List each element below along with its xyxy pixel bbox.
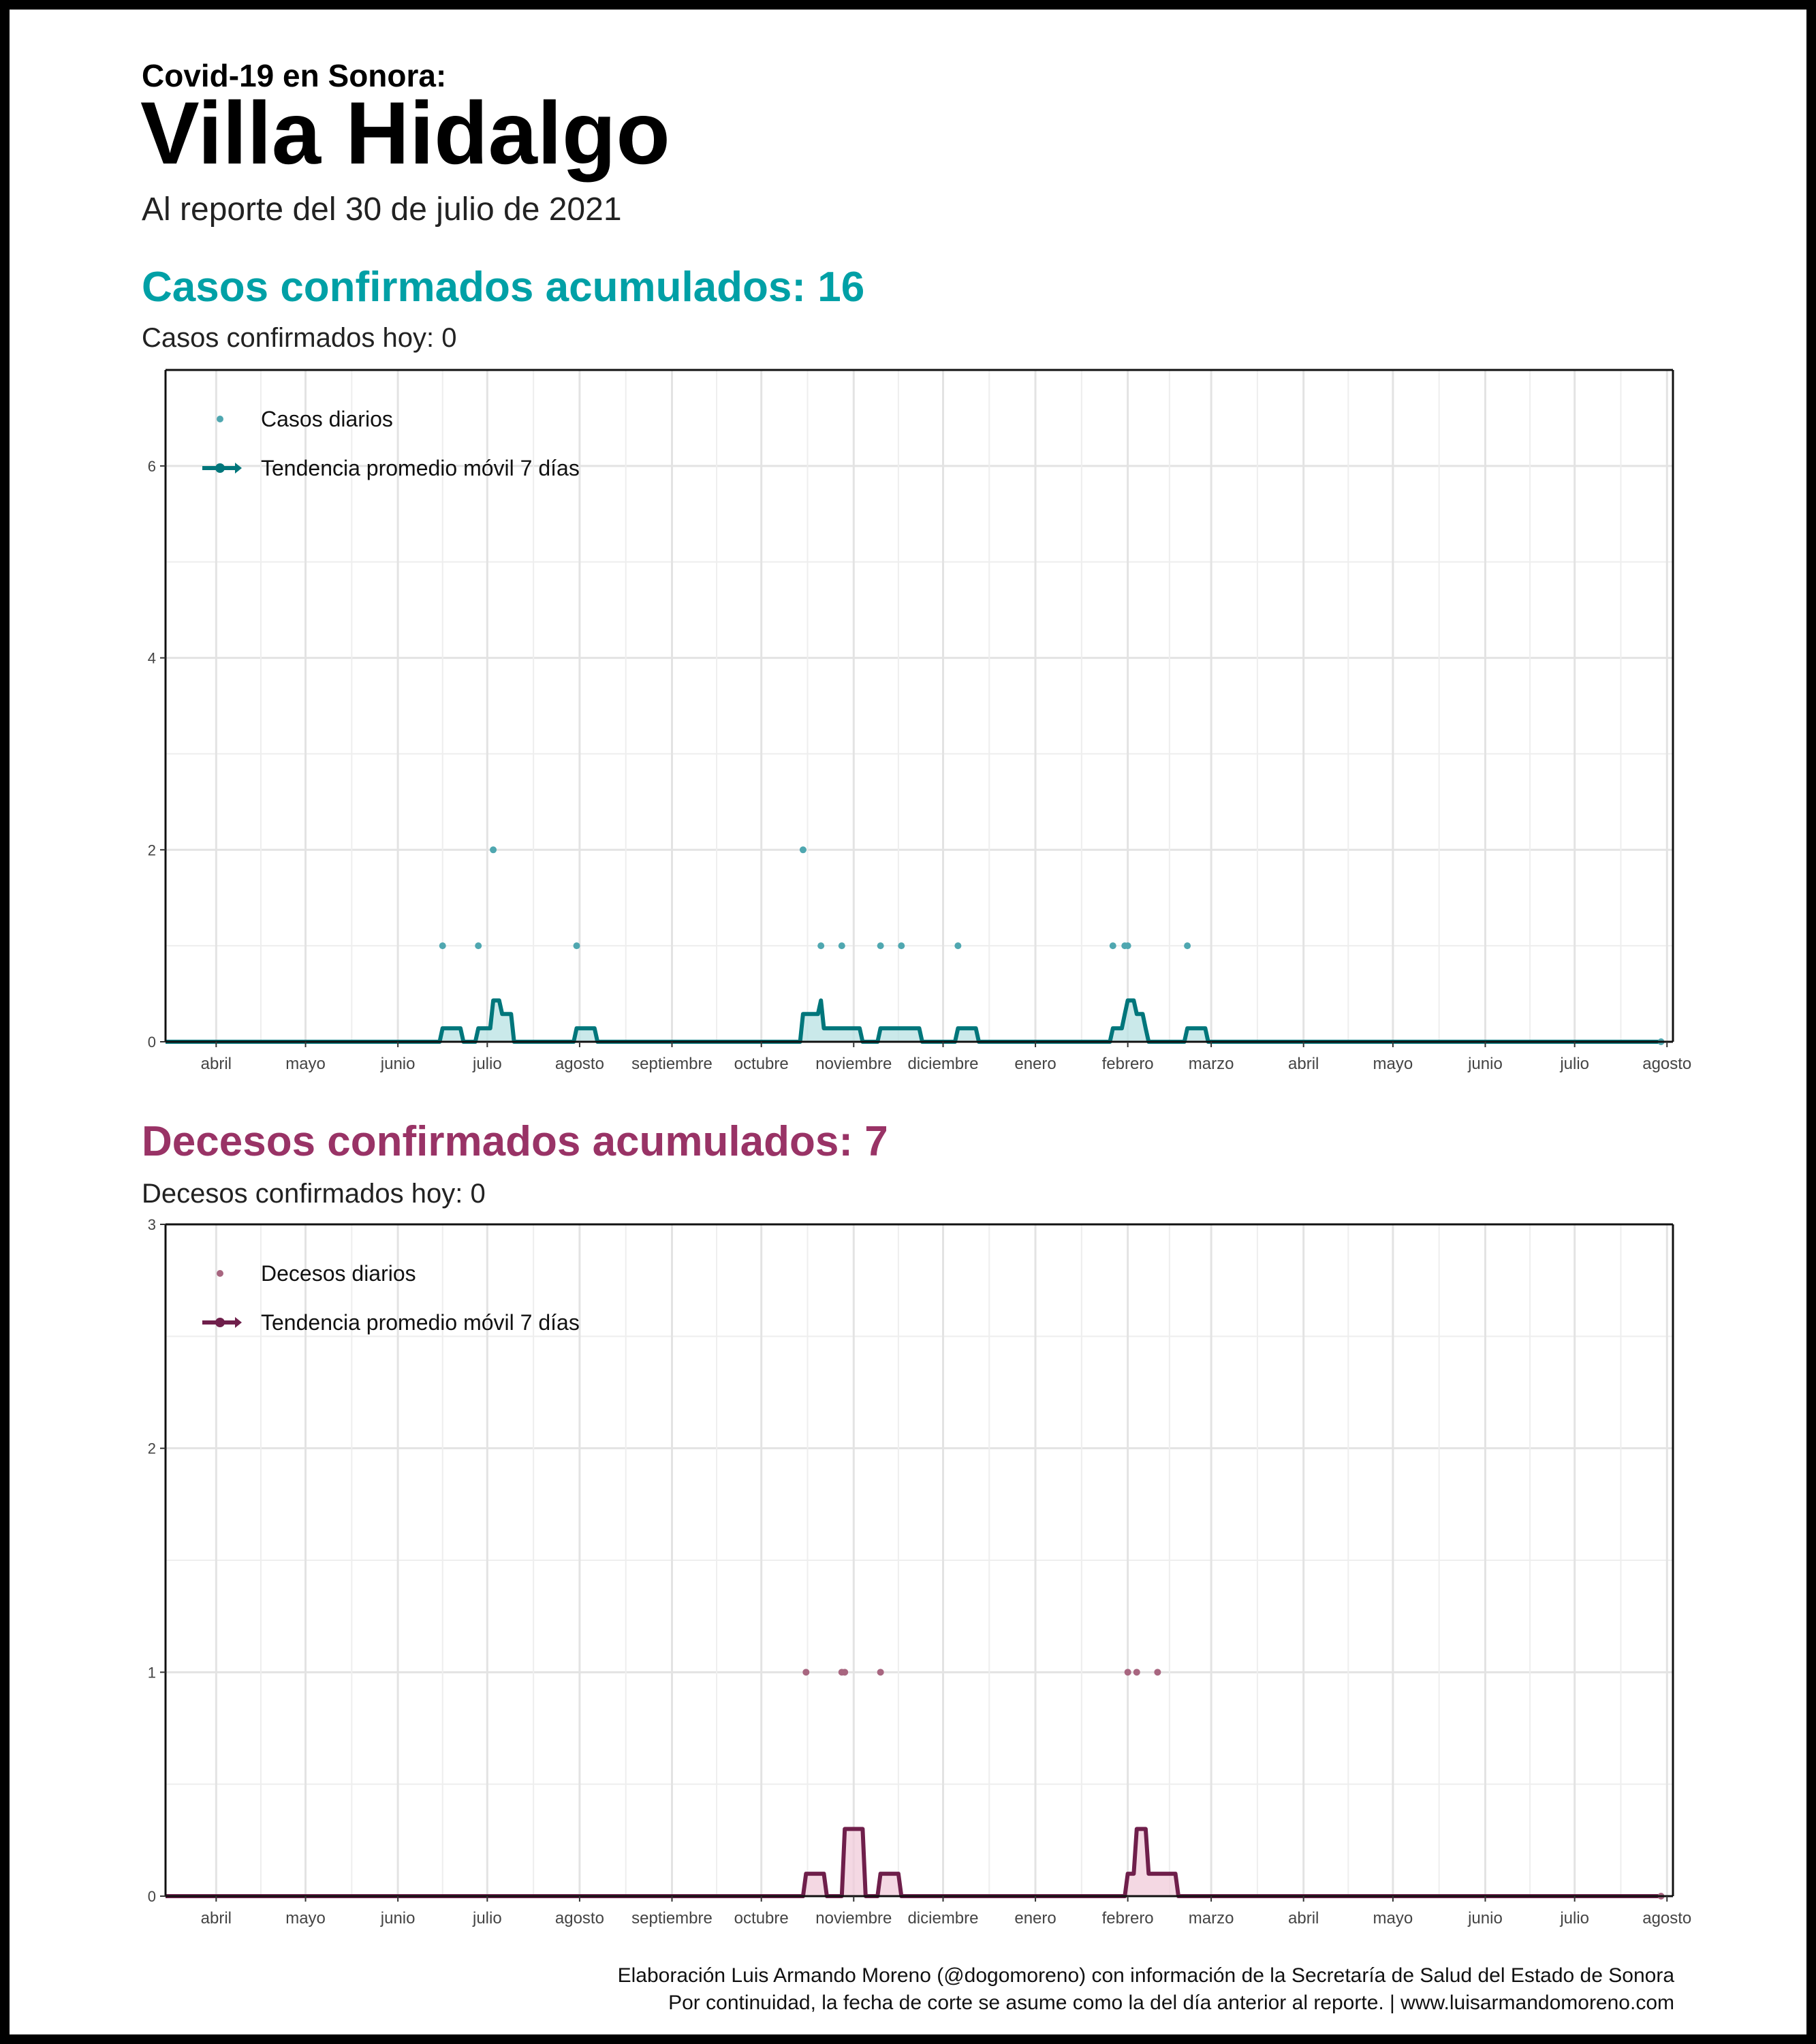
legend-trend-label: Tendencia promedio móvil 7 días — [261, 456, 580, 480]
x-tick-label: febrero — [1102, 1055, 1154, 1073]
x-tick-label: febrero — [1102, 1909, 1154, 1927]
legend-trend-arrow — [235, 1317, 242, 1328]
legend-points-label: Casos diarios — [261, 407, 393, 431]
x-tick-label: mayo — [285, 1055, 326, 1073]
x-tick-label: agosto — [1642, 1055, 1691, 1073]
x-tick-label: junio — [1467, 1055, 1503, 1073]
x-tick-label: julio — [472, 1055, 502, 1073]
x-tick-label: julio — [1559, 1055, 1589, 1073]
legend-trend-marker — [215, 463, 225, 473]
daily-point — [877, 942, 884, 950]
y-tick-label: 6 — [148, 458, 156, 475]
y-tick-label: 0 — [148, 1034, 156, 1051]
daily-point — [898, 942, 905, 950]
x-tick-label: septiembre — [631, 1909, 713, 1927]
x-tick-label: junio — [380, 1909, 416, 1927]
daily-point — [439, 942, 446, 950]
deaths-heading: Decesos confirmados acumulados: 7 — [142, 1118, 888, 1165]
daily-point — [1133, 1669, 1140, 1676]
daily-point — [838, 942, 845, 950]
x-tick-label: marzo — [1189, 1909, 1234, 1927]
x-tick-label: noviembre — [815, 1055, 892, 1073]
x-tick-label: julio — [1559, 1909, 1589, 1927]
daily-point — [573, 942, 580, 950]
footer-note: Por continuidad, la fecha de corte se as… — [668, 1992, 1674, 2014]
footer-credit: Elaboración Luis Armando Moreno (@dogomo… — [617, 1964, 1674, 1987]
x-tick-label: mayo — [1373, 1909, 1413, 1927]
legend-trend-arrow — [235, 463, 242, 474]
daily-point — [1124, 942, 1131, 950]
deaths-today: Decesos confirmados hoy: 0 — [142, 1179, 486, 1209]
legend-trend-label: Tendencia promedio móvil 7 días — [261, 1310, 580, 1335]
cases-chart: 0 2 4 6 abril mayo junio julio agosto septiembre o… — [148, 369, 1691, 1073]
daily-point — [475, 942, 482, 950]
x-tick-label: agosto — [555, 1055, 604, 1073]
x-tick-label: abril — [201, 1909, 232, 1927]
daily-point — [1154, 1669, 1161, 1676]
x-tick-label: mayo — [285, 1909, 326, 1927]
daily-point — [490, 846, 497, 854]
x-tick-label: mayo — [1373, 1055, 1413, 1073]
report-date: Al reporte del 30 de julio de 2021 — [142, 191, 622, 228]
daily-point — [954, 942, 962, 950]
y-tick-label: 2 — [148, 1440, 156, 1457]
y-tick-label: 3 — [148, 1216, 156, 1233]
x-tick-label: enero — [1014, 1055, 1056, 1073]
x-tick-label: abril — [1288, 1055, 1319, 1073]
trend-line — [166, 1827, 1661, 1898]
x-tick-label: junio — [1467, 1909, 1503, 1927]
x-tick-label: abril — [1288, 1909, 1319, 1927]
x-tick-label: diciembre — [907, 1909, 978, 1927]
x-tick-label: agosto — [555, 1909, 604, 1927]
trend-area — [166, 1000, 1661, 1042]
x-tick-label: julio — [472, 1909, 502, 1927]
x-tick-label: abril — [201, 1055, 232, 1073]
legend-trend-marker — [215, 1318, 225, 1327]
daily-point — [1124, 1669, 1131, 1676]
x-tick-label: enero — [1014, 1909, 1056, 1927]
x-tick-label: septiembre — [631, 1055, 713, 1073]
daily-point — [817, 942, 825, 950]
page-supertitle: Covid-19 en Sonora: — [142, 58, 447, 93]
daily-point — [841, 1669, 849, 1676]
daily-point — [802, 1669, 810, 1676]
daily-point — [1109, 942, 1116, 950]
daily-point — [1184, 942, 1191, 950]
y-tick-label: 4 — [148, 650, 156, 667]
daily-point — [799, 846, 807, 854]
cases-heading: Casos confirmados acumulados: 16 — [142, 264, 865, 311]
legend-point-key — [217, 1270, 223, 1277]
y-tick-label: 1 — [148, 1664, 156, 1681]
x-tick-label: agosto — [1642, 1909, 1691, 1927]
x-tick-label: octubre — [734, 1055, 789, 1073]
page-title: Villa Hidalgo — [140, 83, 670, 183]
legend-point-key — [217, 416, 223, 422]
y-tick-label: 2 — [148, 841, 156, 858]
legend-points-label: Decesos diarios — [261, 1261, 416, 1286]
x-tick-label: octubre — [734, 1909, 789, 1927]
trend-area — [166, 1829, 1661, 1896]
deaths-chart: 0 1 2 3 abril mayo junio julio agosto septiembre o… — [148, 1216, 1692, 1927]
x-tick-label: noviembre — [815, 1909, 892, 1927]
x-tick-label: junio — [380, 1055, 416, 1073]
daily-point — [877, 1669, 884, 1676]
footer: Elaboración Luis Armando Moreno (@dogomo… — [618, 1962, 1674, 2017]
y-tick-label: 0 — [148, 1888, 156, 1905]
x-tick-label: diciembre — [907, 1055, 978, 1073]
cases-today: Casos confirmados hoy: 0 — [142, 323, 457, 353]
x-tick-label: marzo — [1189, 1055, 1234, 1073]
